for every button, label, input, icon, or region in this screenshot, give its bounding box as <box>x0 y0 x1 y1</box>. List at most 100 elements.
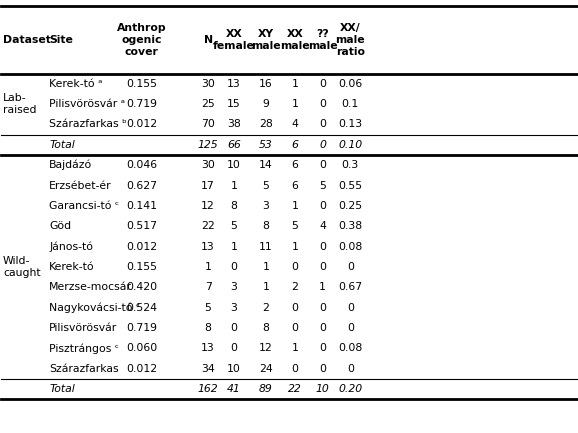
Text: 8: 8 <box>262 221 269 231</box>
Text: 0.060: 0.060 <box>126 343 157 353</box>
Text: 162: 162 <box>198 384 218 394</box>
Text: 66: 66 <box>227 140 241 150</box>
Text: 0: 0 <box>319 79 326 89</box>
Text: 0.13: 0.13 <box>338 120 362 129</box>
Text: 3: 3 <box>231 282 238 292</box>
Text: Total: Total <box>49 384 75 394</box>
Text: XX
female: XX female <box>213 29 255 51</box>
Text: 0.719: 0.719 <box>126 323 157 333</box>
Text: 38: 38 <box>227 120 241 129</box>
Text: 1: 1 <box>319 282 326 292</box>
Text: XX
male: XX male <box>280 29 310 51</box>
Text: 4: 4 <box>291 120 298 129</box>
Text: 0.10: 0.10 <box>338 140 362 150</box>
Text: Erzsébet-ér: Erzsébet-ér <box>49 181 112 191</box>
Text: Pisztrángos ᶜ: Pisztrángos ᶜ <box>49 343 119 354</box>
Text: 0.08: 0.08 <box>338 343 362 353</box>
Text: 10: 10 <box>227 160 241 170</box>
Text: Szárazfarkas: Szárazfarkas <box>49 364 118 374</box>
Text: 0.06: 0.06 <box>338 79 362 89</box>
Text: 0: 0 <box>231 343 238 353</box>
Text: 6: 6 <box>291 160 298 170</box>
Text: 0.524: 0.524 <box>126 303 157 313</box>
Text: 0.38: 0.38 <box>338 221 362 231</box>
Text: 0: 0 <box>319 201 326 211</box>
Text: 0: 0 <box>291 303 298 313</box>
Text: 0.3: 0.3 <box>342 160 359 170</box>
Text: 0.517: 0.517 <box>126 221 157 231</box>
Text: 13: 13 <box>227 79 241 89</box>
Text: XX/
male
ratio: XX/ male ratio <box>335 23 365 57</box>
Text: 0.67: 0.67 <box>338 282 362 292</box>
Text: 17: 17 <box>201 181 215 191</box>
Text: 0: 0 <box>319 323 326 333</box>
Text: 0: 0 <box>319 160 326 170</box>
Text: Kerek-tó ᵃ: Kerek-tó ᵃ <box>49 79 102 89</box>
Text: 41: 41 <box>227 384 241 394</box>
Text: Total: Total <box>49 140 75 150</box>
Text: 0.20: 0.20 <box>338 384 362 394</box>
Text: 1: 1 <box>291 99 298 109</box>
Text: 1: 1 <box>291 343 298 353</box>
Text: Pilisvörösvár ᵃ: Pilisvörösvár ᵃ <box>49 99 125 109</box>
Text: ??
male: ?? male <box>307 29 338 51</box>
Text: N: N <box>203 35 213 45</box>
Text: 3: 3 <box>262 201 269 211</box>
Text: 28: 28 <box>259 120 273 129</box>
Text: 12: 12 <box>201 201 215 211</box>
Text: 3: 3 <box>231 303 238 313</box>
Text: 0.1: 0.1 <box>342 99 359 109</box>
Text: 0.012: 0.012 <box>126 242 157 252</box>
Text: 14: 14 <box>259 160 273 170</box>
Text: 0.012: 0.012 <box>126 364 157 374</box>
Text: 5: 5 <box>231 221 238 231</box>
Text: 5: 5 <box>262 181 269 191</box>
Text: 0.627: 0.627 <box>126 181 157 191</box>
Text: 0: 0 <box>319 140 326 150</box>
Text: Anthrop
ogenic
cover: Anthrop ogenic cover <box>117 23 166 57</box>
Text: 30: 30 <box>201 160 215 170</box>
Text: 22: 22 <box>201 221 215 231</box>
Text: 11: 11 <box>259 242 273 252</box>
Text: 9: 9 <box>262 99 269 109</box>
Text: 0: 0 <box>291 323 298 333</box>
Text: Bajdázó: Bajdázó <box>49 160 92 171</box>
Text: 70: 70 <box>201 120 215 129</box>
Text: 0: 0 <box>231 262 238 272</box>
Text: 22: 22 <box>288 384 302 394</box>
Text: 8: 8 <box>231 201 238 211</box>
Text: 24: 24 <box>259 364 273 374</box>
Text: 16: 16 <box>259 79 273 89</box>
Text: 1: 1 <box>231 242 238 252</box>
Text: 13: 13 <box>201 242 215 252</box>
Text: 6: 6 <box>291 181 298 191</box>
Text: 0.55: 0.55 <box>338 181 362 191</box>
Text: 1: 1 <box>291 79 298 89</box>
Text: 0.25: 0.25 <box>338 201 362 211</box>
Text: 12: 12 <box>259 343 273 353</box>
Text: 13: 13 <box>201 343 215 353</box>
Text: Szárazfarkas ᵇ: Szárazfarkas ᵇ <box>49 120 127 129</box>
Text: 5: 5 <box>291 221 298 231</box>
Text: 15: 15 <box>227 99 241 109</box>
Text: 1: 1 <box>231 181 238 191</box>
Text: 1: 1 <box>262 262 269 272</box>
Text: 0: 0 <box>319 364 326 374</box>
Text: 0: 0 <box>319 120 326 129</box>
Text: 0: 0 <box>291 364 298 374</box>
Text: 1: 1 <box>262 282 269 292</box>
Text: 2: 2 <box>262 303 269 313</box>
Text: 0: 0 <box>231 323 238 333</box>
Text: 0: 0 <box>319 262 326 272</box>
Text: 1: 1 <box>205 262 212 272</box>
Text: 0.141: 0.141 <box>126 201 157 211</box>
Text: 0: 0 <box>347 364 354 374</box>
Text: 0: 0 <box>347 262 354 272</box>
Text: 5: 5 <box>319 181 326 191</box>
Text: Kerek-tó: Kerek-tó <box>49 262 95 272</box>
Text: 1: 1 <box>291 201 298 211</box>
Text: 0.155: 0.155 <box>126 79 157 89</box>
Text: 125: 125 <box>198 140 218 150</box>
Text: 25: 25 <box>201 99 215 109</box>
Text: Merzse-mocsár: Merzse-mocsár <box>49 282 132 292</box>
